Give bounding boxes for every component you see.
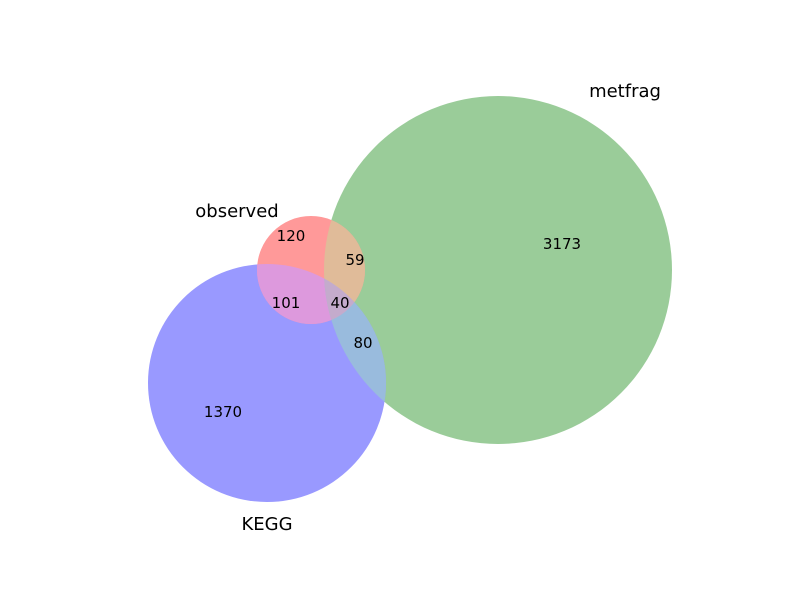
region-observed-only: 120 bbox=[277, 227, 306, 245]
set-label-observed: observed bbox=[195, 201, 278, 222]
region-observed-metfrag: 59 bbox=[345, 251, 364, 269]
region-observed-kegg: 101 bbox=[272, 294, 301, 312]
kegg-circle bbox=[148, 264, 386, 502]
region-metfrag-only: 3173 bbox=[543, 235, 581, 253]
region-kegg-only: 1370 bbox=[204, 403, 242, 421]
region-metfrag-kegg: 80 bbox=[353, 334, 372, 352]
metfrag-circle bbox=[324, 96, 672, 444]
region-all-three: 40 bbox=[330, 294, 349, 312]
set-label-metfrag: metfrag bbox=[589, 81, 661, 102]
set-label-kegg: KEGG bbox=[241, 514, 292, 535]
